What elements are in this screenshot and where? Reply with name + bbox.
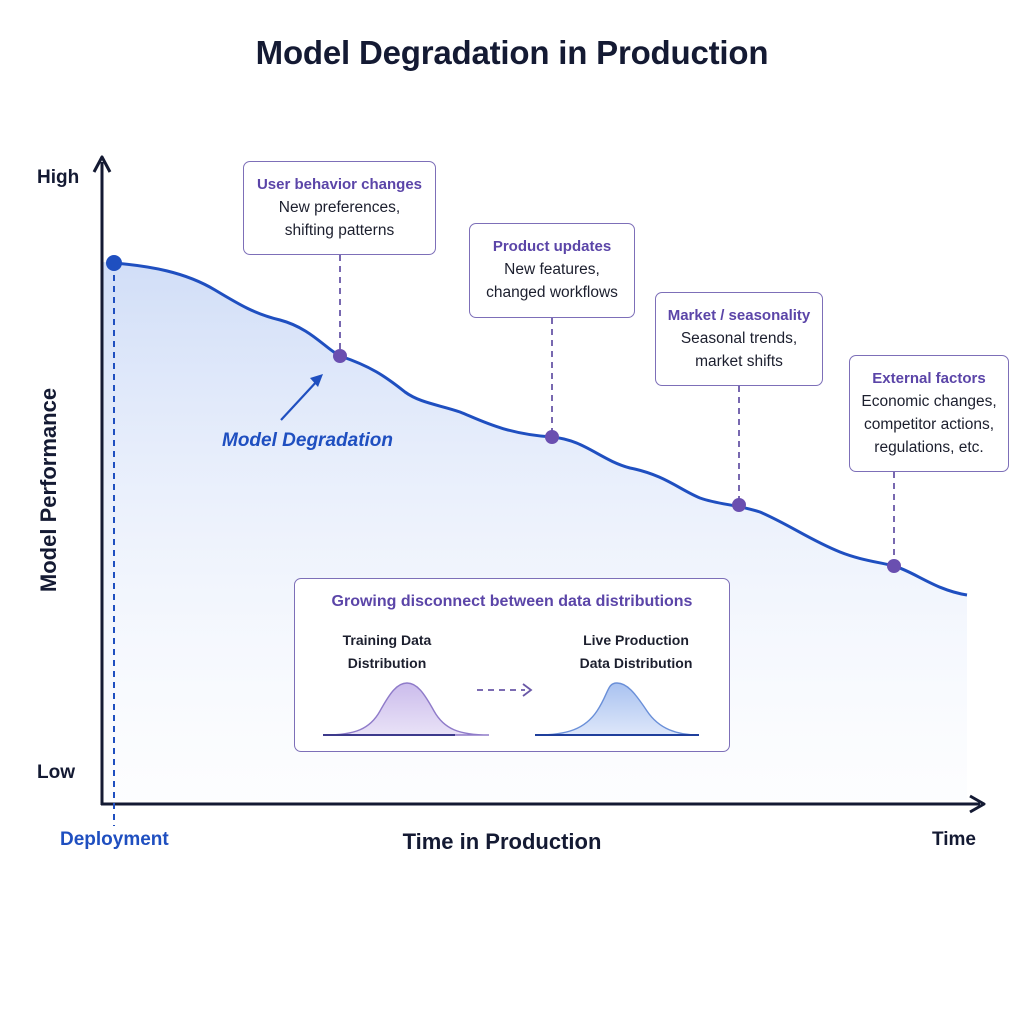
callout-text: regulations, etc.	[874, 439, 984, 456]
live-distribution-curve	[536, 682, 700, 736]
callout-text: New features,	[504, 261, 600, 278]
callout-text: market shifts	[695, 353, 783, 370]
callout-title: External factors	[872, 370, 986, 387]
callout-title: Market / seasonality	[667, 307, 811, 324]
callout-text: New preferences,	[278, 199, 401, 216]
training-distribution-curve	[324, 682, 490, 736]
deployment-marker	[106, 255, 122, 271]
distribution-graphics	[323, 682, 700, 736]
callout-text: changed workflows	[486, 284, 618, 301]
event-marker	[545, 430, 559, 444]
distribution-panel: Growing disconnect between data distribu…	[294, 578, 730, 752]
diagonal-arrow-head-icon	[310, 374, 323, 387]
callout-product-updates: Product updates New features, changed wo…	[469, 223, 635, 318]
callout-text: competitor actions,	[863, 416, 995, 433]
degradation-label: Model Degradation	[222, 430, 394, 451]
callout-text: Economic changes,	[861, 393, 997, 410]
training-distribution-label: Training Data Distribution	[342, 632, 432, 671]
callout-external-factors: External factors Economic changes, compe…	[849, 355, 1009, 472]
diagonal-arrow-icon	[280, 379, 319, 421]
deployment-label: Deployment	[60, 829, 169, 850]
event-marker	[732, 498, 746, 512]
dashed-arrow-head-icon	[522, 683, 533, 697]
callout-text: shifting patterns	[284, 222, 395, 239]
callout-market-seasonality: Market / seasonality Seasonal trends, ma…	[655, 292, 823, 386]
live-distribution-label: Live Production Data Distribution	[579, 632, 693, 671]
x-end-label: Time	[932, 829, 977, 850]
event-marker	[333, 349, 347, 363]
callout-title: Product updates	[492, 238, 612, 255]
callout-title: User behavior changes	[256, 176, 423, 193]
callout-text: Seasonal trends,	[680, 330, 798, 347]
y-low-label: Low	[37, 762, 75, 783]
page-title: Model Degradation in Production	[255, 34, 769, 71]
distribution-title: Growing disconnect between data distribu…	[331, 593, 693, 610]
y-high-label: High	[37, 167, 80, 188]
event-marker	[887, 559, 901, 573]
y-axis-arrow-icon	[92, 155, 112, 173]
x-axis-arrow-icon	[969, 794, 986, 814]
callout-user-behavior: User behavior changes New preferences, s…	[243, 161, 436, 255]
x-axis-label: Time in Production	[402, 829, 602, 854]
